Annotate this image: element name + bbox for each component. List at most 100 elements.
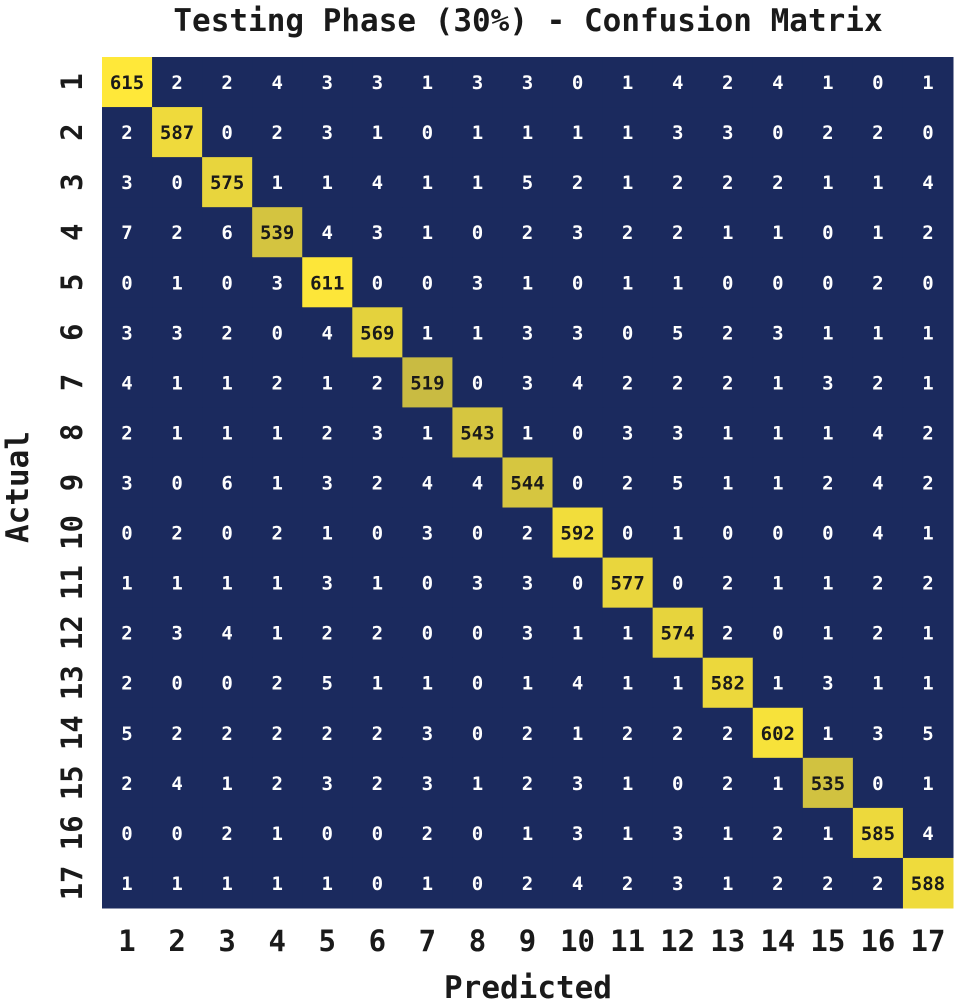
heatmap-cell — [302, 657, 353, 709]
cell-value-label: 2 — [622, 372, 633, 394]
heatmap-cell — [302, 407, 353, 458]
heatmap-cell — [352, 657, 403, 709]
heatmap-cell — [202, 307, 253, 358]
heatmap-cell — [302, 157, 353, 208]
cell-value-label: 1 — [472, 122, 483, 144]
cell-value-label: 1 — [922, 623, 933, 645]
cell-value-label: 4 — [872, 523, 883, 545]
cell-value-label: 1 — [522, 673, 533, 695]
heatmap-cell — [652, 107, 704, 158]
heatmap-cell — [102, 657, 153, 709]
cell-value-label: 5 — [672, 322, 683, 344]
cell-value-label: 1 — [271, 823, 282, 845]
cell-value-label: 4 — [472, 473, 483, 495]
cell-value-label: 1 — [922, 72, 933, 94]
heatmap-cell — [202, 757, 253, 809]
cell-value-label: 2 — [221, 322, 232, 344]
heatmap-cell — [852, 107, 904, 158]
heatmap-cell — [752, 507, 804, 559]
heatmap-cell — [252, 757, 303, 809]
cell-value-label: 1 — [322, 372, 333, 394]
heatmap-cell — [252, 407, 303, 458]
cell-value-label: 0 — [472, 723, 483, 745]
cell-value-label: 2 — [872, 372, 883, 394]
heatmap-cell — [652, 507, 704, 559]
heatmap-cell — [602, 557, 654, 609]
heatmap-cell — [702, 557, 754, 609]
heatmap-cell — [302, 357, 353, 408]
cell-value-label: 0 — [622, 322, 633, 344]
heatmap-cell — [152, 157, 203, 208]
x-tick-label: 13 — [710, 924, 745, 958]
cell-value-label: 1 — [622, 823, 633, 845]
heatmap-cell — [852, 307, 904, 358]
heatmap-cell — [402, 457, 453, 509]
x-tick-label: 5 — [319, 924, 336, 958]
cell-value-label: 1 — [372, 673, 383, 695]
heatmap-cell — [552, 357, 604, 408]
heatmap-cell — [252, 357, 303, 408]
cell-value-label: 2 — [572, 172, 583, 194]
cell-value-label: 5 — [672, 473, 683, 495]
heatmap-cell — [902, 407, 954, 458]
cell-value-label: 585 — [861, 823, 895, 845]
heatmap-cell — [452, 607, 503, 659]
y-tick-label: 17 — [55, 866, 89, 901]
cell-value-label: 0 — [572, 473, 583, 495]
heatmap-cell — [302, 607, 353, 659]
heatmap-cell — [352, 507, 403, 559]
heatmap-cell — [652, 357, 704, 408]
cell-value-label: 2 — [121, 122, 132, 144]
heatmap-cell — [402, 857, 453, 909]
cell-value-label: 1 — [572, 623, 583, 645]
heatmap-cell — [302, 757, 353, 809]
heatmap-cell — [602, 307, 654, 358]
heatmap-cell — [202, 157, 253, 208]
cell-value-label: 0 — [422, 623, 433, 645]
heatmap-cell — [252, 57, 303, 108]
cell-value-label: 0 — [772, 122, 783, 144]
heatmap-cell — [852, 507, 904, 559]
cell-value-label: 4 — [922, 823, 933, 845]
heatmap-cell — [802, 707, 854, 759]
cell-value-label: 1 — [722, 823, 733, 845]
cell-value-label: 1 — [422, 72, 433, 94]
heatmap-cell — [152, 807, 203, 859]
heatmap-cell — [602, 507, 654, 559]
cell-value-label: 3 — [772, 322, 783, 344]
cell-value-label: 1 — [422, 873, 433, 895]
heatmap-cell — [502, 707, 554, 759]
heatmap-cell — [602, 207, 654, 258]
heatmap-cell — [902, 57, 954, 108]
cell-value-label: 2 — [622, 723, 633, 745]
cell-value-label: 0 — [221, 122, 232, 144]
heatmap-cell — [902, 207, 954, 258]
cell-value-label: 3 — [472, 573, 483, 595]
cell-value-label: 3 — [672, 122, 683, 144]
heatmap-cell — [802, 107, 854, 158]
heatmap-cell — [702, 207, 754, 258]
cell-value-label: 1 — [772, 422, 783, 444]
x-tick-label: 4 — [268, 924, 285, 958]
heatmap-cell — [402, 207, 453, 258]
heatmap-cell — [752, 157, 804, 208]
heatmap-cell — [602, 407, 654, 458]
heatmap-cell — [202, 507, 253, 559]
heatmap-cell — [102, 407, 153, 458]
heatmap-cell — [902, 257, 954, 308]
heatmap-cell — [252, 807, 303, 859]
heatmap-cell — [452, 57, 503, 108]
cell-value-label: 4 — [572, 873, 583, 895]
heatmap-cell — [352, 207, 403, 258]
cell-value-label: 1 — [722, 873, 733, 895]
cell-value-label: 1 — [171, 422, 182, 444]
heatmap-cell — [552, 307, 604, 358]
cell-value-label: 587 — [160, 122, 194, 144]
cell-value-label: 2 — [522, 773, 533, 795]
cell-value-label: 0 — [472, 523, 483, 545]
cell-value-label: 2 — [822, 873, 833, 895]
heatmap-cell — [752, 207, 804, 258]
cell-value-label: 2 — [622, 873, 633, 895]
y-tick-label: 15 — [55, 765, 89, 800]
